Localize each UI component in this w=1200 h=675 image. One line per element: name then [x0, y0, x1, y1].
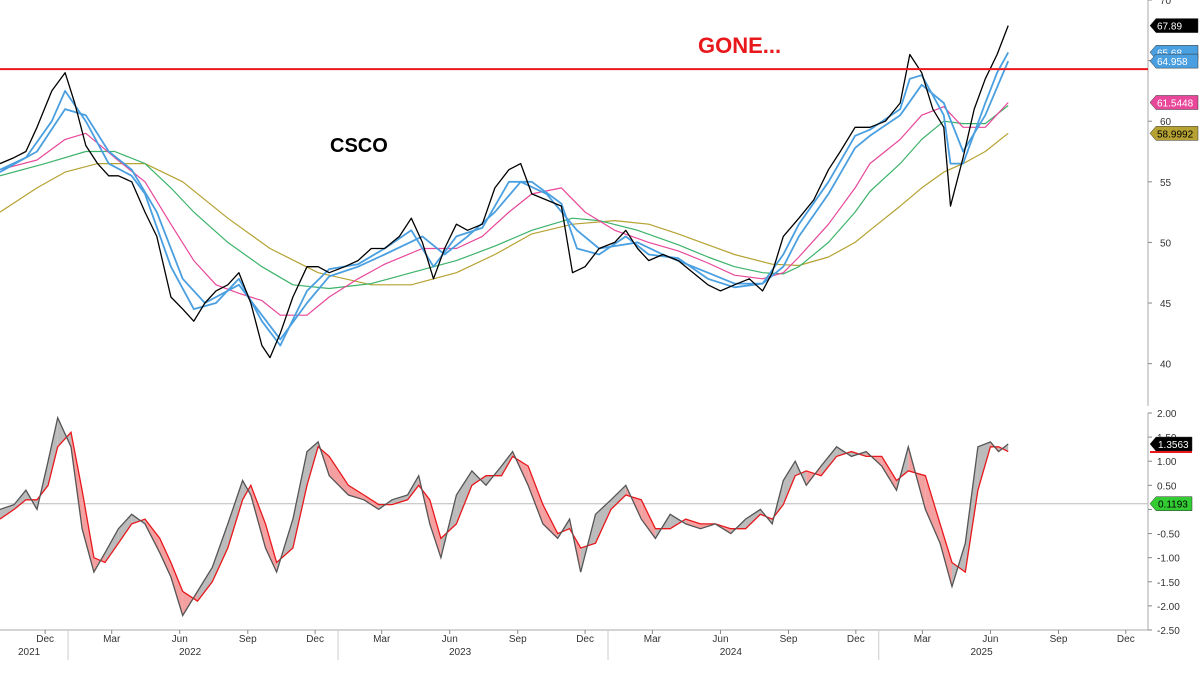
price-series-3: [0, 102, 1009, 316]
osc-fill-segment: [0, 504, 15, 520]
x-month-label: Mar: [914, 634, 932, 645]
price-y-tick-label: 60: [1160, 117, 1172, 128]
x-month-label: Sep: [780, 634, 798, 645]
price-tag-label: 58.9992: [1157, 129, 1194, 140]
x-year-label: 2023: [449, 647, 472, 658]
oscillator-panel: 2.001.501.000.50-0.50-1.00-1.50-2.00-2.5…: [0, 409, 1193, 637]
price-last-value-tag: 64.958: [1149, 53, 1199, 69]
price-series-4: [0, 105, 1009, 290]
osc-fill-segment: [392, 494, 408, 505]
osc-fill-segment: [363, 494, 379, 510]
osc-fill-segment: [48, 417, 58, 486]
osc-fill-segment: [685, 519, 701, 529]
osc-y-tick-label: 0.50: [1157, 481, 1177, 492]
x-month-label: Mar: [373, 634, 391, 645]
x-month-label: Jun: [442, 634, 458, 645]
price-series-5: [0, 132, 1009, 286]
osc-signal-line: [0, 430, 1009, 602]
osc-fill-segment: [170, 562, 183, 616]
osc-tag-label: 1.3563: [1158, 440, 1189, 451]
osc-fill-segment: [429, 499, 441, 558]
osc-fill-segment: [569, 519, 581, 573]
osc-fill-segment: [595, 499, 611, 544]
x-year-label: 2022: [179, 647, 202, 658]
price-y-tick-label: 70: [1160, 0, 1172, 7]
osc-fill-segment: [197, 567, 213, 602]
price-tag-label: 64.958: [1157, 57, 1188, 68]
osc-y-tick-label: -2.00: [1157, 602, 1180, 613]
osc-y-tick-label: -1.50: [1157, 578, 1180, 589]
osc-fill-segment: [795, 461, 807, 486]
price-tag-label: 65.68: [1157, 48, 1182, 59]
osc-fill-segment: [14, 490, 26, 510]
osc-fill-segment: [881, 456, 897, 491]
price-y-tick-label: 45: [1160, 299, 1172, 310]
osc-y-tick-label: -0.50: [1157, 530, 1180, 541]
gone-annotation: GONE...: [698, 33, 781, 58]
osc-fill-segment: [329, 456, 349, 495]
x-month-label: Mar: [103, 634, 121, 645]
osc-last-value-tag: 0.1193: [1149, 496, 1193, 511]
osc-main-line: [0, 415, 1009, 618]
osc-y-tick-label: -1.00: [1157, 554, 1180, 565]
osc-fill-segment: [456, 470, 472, 524]
x-month-label: Jun: [712, 634, 728, 645]
price-series-1: [0, 51, 1009, 347]
price-tag-label: 61.5448: [1157, 98, 1194, 109]
x-month-label: Dec: [306, 634, 324, 645]
osc-fill-segment: [250, 485, 266, 549]
osc-fill-segment: [610, 485, 626, 510]
price-y-tick-label: 50: [1160, 238, 1172, 249]
x-axis: Dec Mar Jun Sep Dec Mar Jun Sep Dec Mar Jun Sep Dec M…: [0, 629, 1148, 660]
osc-y-tick-label: -2.50: [1157, 626, 1180, 637]
osc-fill-segment: [159, 538, 171, 577]
osc-fill-segment: [292, 451, 307, 549]
x-month-label: Dec: [36, 634, 54, 645]
price-y-tick-label: 40: [1160, 360, 1172, 371]
price-panel: 4045505560657067.8965.6864.95861.544858.…: [0, 0, 1199, 406]
osc-fill-segment: [118, 514, 132, 544]
osc-y-tick-label: 2.00: [1157, 409, 1177, 420]
osc-fill-segment: [821, 446, 837, 476]
x-month-label: Mar: [644, 634, 662, 645]
x-month-label: Sep: [509, 634, 527, 645]
osc-fill-segment: [965, 446, 978, 573]
price-tag-label: 67.89: [1157, 22, 1182, 33]
price-series-0: [0, 25, 1009, 359]
osc-fill-segment: [745, 509, 761, 529]
price-last-value-tag: 58.9992: [1149, 126, 1199, 141]
x-month-label: Dec: [847, 634, 865, 645]
x-month-label: Jun: [172, 634, 188, 645]
x-year-label: 2024: [720, 647, 743, 658]
x-year-label: 2025: [970, 647, 993, 658]
x-month-label: Jun: [982, 634, 998, 645]
osc-fill-segment: [227, 480, 243, 549]
x-month-label: Dec: [576, 634, 594, 645]
x-year-label: 2021: [18, 647, 41, 658]
osc-fill-segment: [276, 519, 293, 573]
price-last-value-tag: 61.5448: [1149, 95, 1199, 110]
osc-last-value-tag: 1.3563: [1149, 436, 1193, 452]
price-y-tick-label: 55: [1160, 178, 1172, 189]
osc-fill-segment: [925, 475, 941, 544]
price-series-2: [0, 60, 1010, 341]
osc-fill-segment: [528, 466, 543, 524]
osc-tag-label: 0.1193: [1158, 500, 1188, 511]
osc-fill-segment: [212, 523, 228, 582]
osc-fill-segment: [105, 528, 119, 563]
osc-fill-segment: [783, 461, 796, 505]
osc-fill-segment: [836, 446, 852, 457]
x-month-label: Dec: [1117, 634, 1135, 645]
osc-fill-segment: [182, 591, 198, 616]
osc-fill-segment: [940, 523, 952, 587]
ticker-annotation: CSCO: [330, 135, 388, 157]
x-month-label: Sep: [239, 634, 257, 645]
osc-fill-segment: [670, 514, 686, 529]
osc-fill-segment: [641, 499, 656, 539]
x-month-label: Sep: [1050, 634, 1068, 645]
price-last-value-tag: 67.89: [1149, 18, 1199, 33]
osc-y-tick-label: 1.00: [1157, 457, 1177, 468]
